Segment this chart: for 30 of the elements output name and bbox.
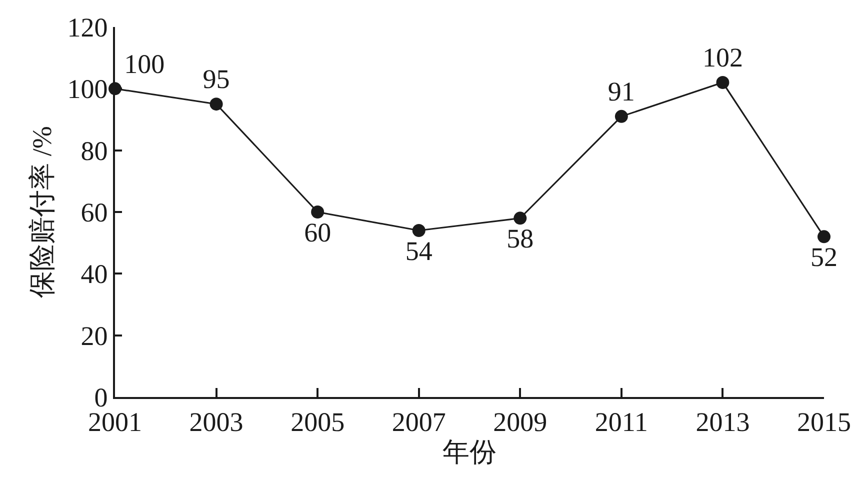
point [412,224,426,237]
point [311,206,324,218]
x-tick-label: 2009 [493,407,548,438]
point [614,110,628,123]
data-label: 60 [304,217,332,248]
data-label: 58 [506,224,534,254]
y-tick-label: 60 [80,197,108,228]
data-label: 54 [405,236,433,266]
point [514,212,527,225]
y-tick-label: 40 [80,259,108,290]
x-axis-title: 年份 [442,437,496,468]
x-tick-label: 2015 [797,407,851,438]
y-tick-label: 120 [67,12,108,42]
point [210,98,223,111]
data-label: 91 [608,76,635,107]
data-label: 100 [124,48,165,79]
x-tick-label: 2011 [594,407,648,438]
data-label: 95 [202,64,230,94]
x-tick-label: 2013 [696,407,750,438]
y-tick-label: 20 [80,320,108,351]
y-tick-label: 80 [80,136,108,166]
data-label: 102 [702,42,743,73]
x-tick-label: 2005 [290,407,345,438]
point [716,76,730,89]
point [818,230,830,244]
x-tick-label: 2003 [189,407,244,438]
x-tick-label: 2007 [392,407,446,438]
y-tick-label: 100 [67,74,108,104]
data-label: 52 [810,242,838,272]
y-axis-title: 保险赔付率 /% [26,126,57,298]
